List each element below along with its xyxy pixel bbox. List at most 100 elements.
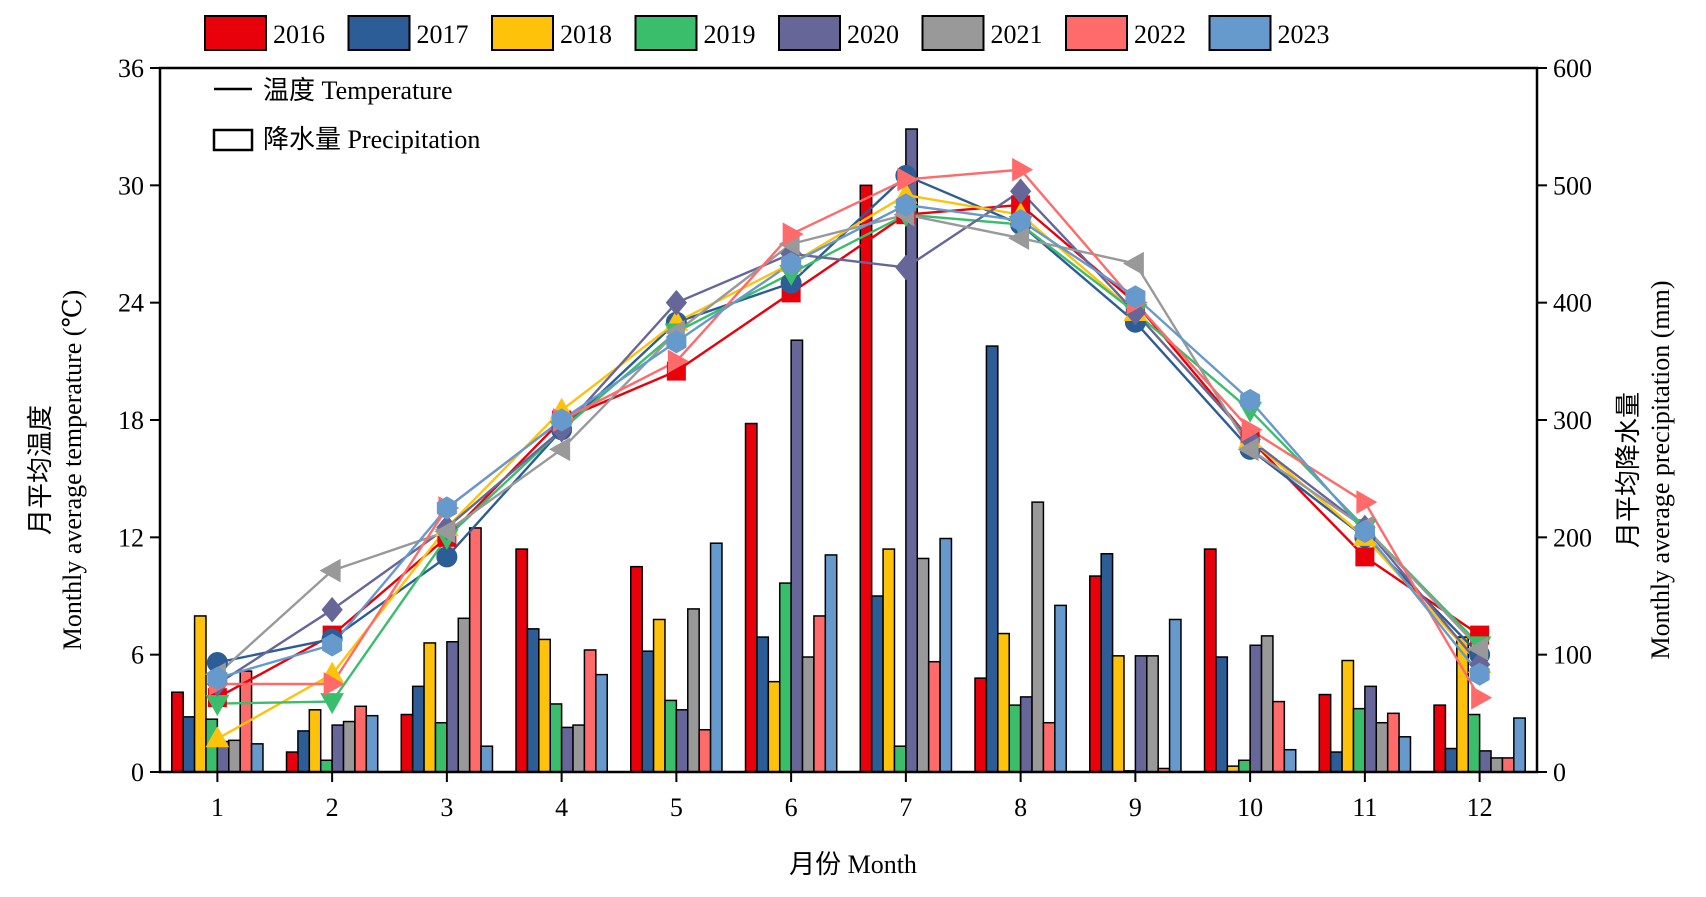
bar-2017-4 [526, 628, 540, 773]
legend-label-2021: 2021 [991, 20, 1043, 49]
svg-text:Monthly average temperature (℃: Monthly average temperature (℃) [58, 290, 87, 650]
bar-2023-11 [1398, 736, 1412, 773]
bar-2018-6 [767, 680, 781, 773]
bar-2021-3 [457, 617, 471, 773]
bar-2020-2 [331, 724, 345, 773]
bar-2017-12 [1444, 747, 1458, 773]
x-tick-label: 5 [670, 793, 683, 822]
bar-2022-6 [813, 615, 827, 773]
x-tick-label: 6 [785, 793, 798, 822]
y-left-tick-label: 12 [118, 523, 144, 552]
legend-bar-label: 降水量 Precipitation [263, 125, 480, 154]
x-axis-title: 月份 Month [789, 850, 917, 879]
temperature-markers [204, 157, 1493, 748]
x-tick-label: 1 [211, 793, 224, 822]
y-right-tick-label: 300 [1553, 406, 1592, 435]
x-tick-label: 3 [440, 793, 453, 822]
bar-2017-10 [1215, 656, 1229, 773]
x-tick-label: 7 [899, 793, 912, 822]
legend-label-2022: 2022 [1134, 20, 1186, 49]
y-left-tick-label: 30 [118, 171, 144, 200]
legend-swatch-2016 [204, 15, 267, 51]
bar-2017-3 [411, 685, 425, 773]
marker-2023-9 [1125, 285, 1146, 309]
bar-2019-4 [549, 703, 563, 773]
marker-2023-11 [1354, 519, 1375, 544]
bar-2016-7 [859, 184, 873, 773]
y-right-tick-label: 500 [1553, 171, 1592, 200]
y-left-tick-label: 0 [131, 758, 144, 787]
y-right-tick-label: 400 [1553, 289, 1592, 318]
bar-2019-10 [1237, 759, 1251, 773]
x-tick-label: 8 [1014, 793, 1027, 822]
bar-2018-7 [882, 548, 896, 773]
marker-2023-1 [207, 666, 228, 690]
marker-2020-7 [895, 254, 917, 281]
bar-2016-4 [515, 548, 529, 773]
marker-2023-2 [322, 633, 343, 657]
bar-2020-12 [1478, 750, 1492, 773]
line-2021 [216, 213, 1481, 676]
bar-2020-4 [560, 726, 574, 773]
bar-2022-3 [468, 527, 482, 773]
svg-text:Monthly average precipitation: Monthly average precipitation (mm) [1646, 280, 1675, 659]
bar-2019-12 [1467, 713, 1481, 773]
marker-2022-5 [667, 349, 689, 374]
marker-2021-9 [1122, 251, 1144, 276]
legend-swatch-2018 [491, 15, 554, 51]
y-right-tick-label: 0 [1553, 758, 1566, 787]
bar-2019-6 [778, 582, 792, 773]
legend-label-2016: 2016 [273, 20, 325, 49]
bar-2020-8 [1019, 696, 1033, 773]
bar-2022-2 [354, 705, 368, 773]
svg-text:月平均降水量: 月平均降水量 [1614, 392, 1643, 548]
bar-2019-3 [434, 721, 448, 773]
line-2017 [217, 174, 1481, 664]
bar-2020-10 [1249, 644, 1263, 773]
marker-2019-2 [320, 693, 344, 715]
legend-line-label: 温度 Temperature [263, 76, 453, 105]
bar-2016-11 [1318, 693, 1332, 773]
bar-2017-6 [756, 636, 770, 773]
bar-2022-5 [698, 729, 712, 773]
bar-2021-7 [916, 557, 930, 773]
bar-2016-2 [285, 751, 299, 773]
marker-2021-3 [434, 519, 456, 544]
year-legend: 2016 2017 2018 2019 2020 2021 2022 2023 [204, 15, 1330, 51]
bar-2022-12 [1501, 757, 1515, 773]
legend-label-2018: 2018 [560, 20, 612, 49]
marker-2023-12 [1469, 662, 1490, 686]
bar-2021-5 [687, 608, 700, 773]
bar-2021-11 [1375, 721, 1389, 773]
marker-2021-2 [319, 558, 341, 583]
bar-2020-7 [905, 128, 919, 773]
bar-2016-10 [1203, 548, 1217, 773]
plot-frame [158, 66, 1539, 774]
legend-label-2020: 2020 [847, 20, 899, 49]
bar-2022-11 [1386, 712, 1400, 773]
marker-2020-2 [321, 596, 343, 623]
legend-swatch-2021 [921, 15, 985, 51]
bar-2018-5 [652, 618, 666, 773]
bar-2018-9 [1111, 655, 1125, 773]
marker-2023-6 [781, 251, 802, 276]
bar-2016-6 [744, 422, 758, 773]
bar-2018-11 [1341, 659, 1355, 773]
svg-text:月平均温度: 月平均温度 [26, 405, 55, 535]
marker-2022-8 [1012, 157, 1034, 182]
bar-2022-4 [583, 649, 597, 773]
marker-2021-8 [1008, 226, 1030, 250]
bar-2022-7 [927, 660, 941, 773]
y-left-tick-label: 18 [118, 406, 144, 435]
bar-2021-2 [342, 720, 356, 773]
x-tick-label: 12 [1467, 793, 1493, 822]
y-right-tick-label: 100 [1553, 641, 1592, 670]
bar-2017-7 [870, 595, 884, 773]
bar-2021-1 [228, 739, 241, 773]
legend-swatch-2020 [778, 15, 841, 51]
y-right-tick-label: 600 [1553, 54, 1592, 83]
bar-2017-5 [641, 650, 655, 773]
marker-2021-12 [1467, 636, 1489, 661]
x-tick-label: 2 [326, 793, 339, 822]
